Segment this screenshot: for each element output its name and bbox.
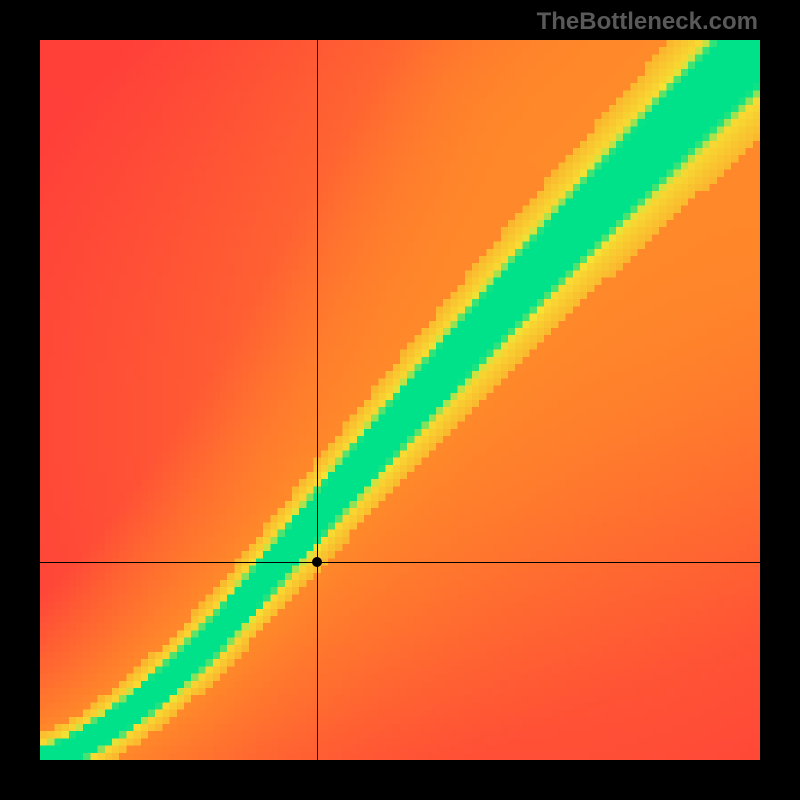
crosshair-horizontal	[40, 562, 760, 563]
crosshair-vertical	[317, 40, 318, 760]
chart-container: TheBottleneck.com	[0, 0, 800, 800]
bottleneck-heatmap	[40, 40, 760, 760]
selection-marker	[312, 557, 322, 567]
watermark-text: TheBottleneck.com	[537, 8, 758, 36]
